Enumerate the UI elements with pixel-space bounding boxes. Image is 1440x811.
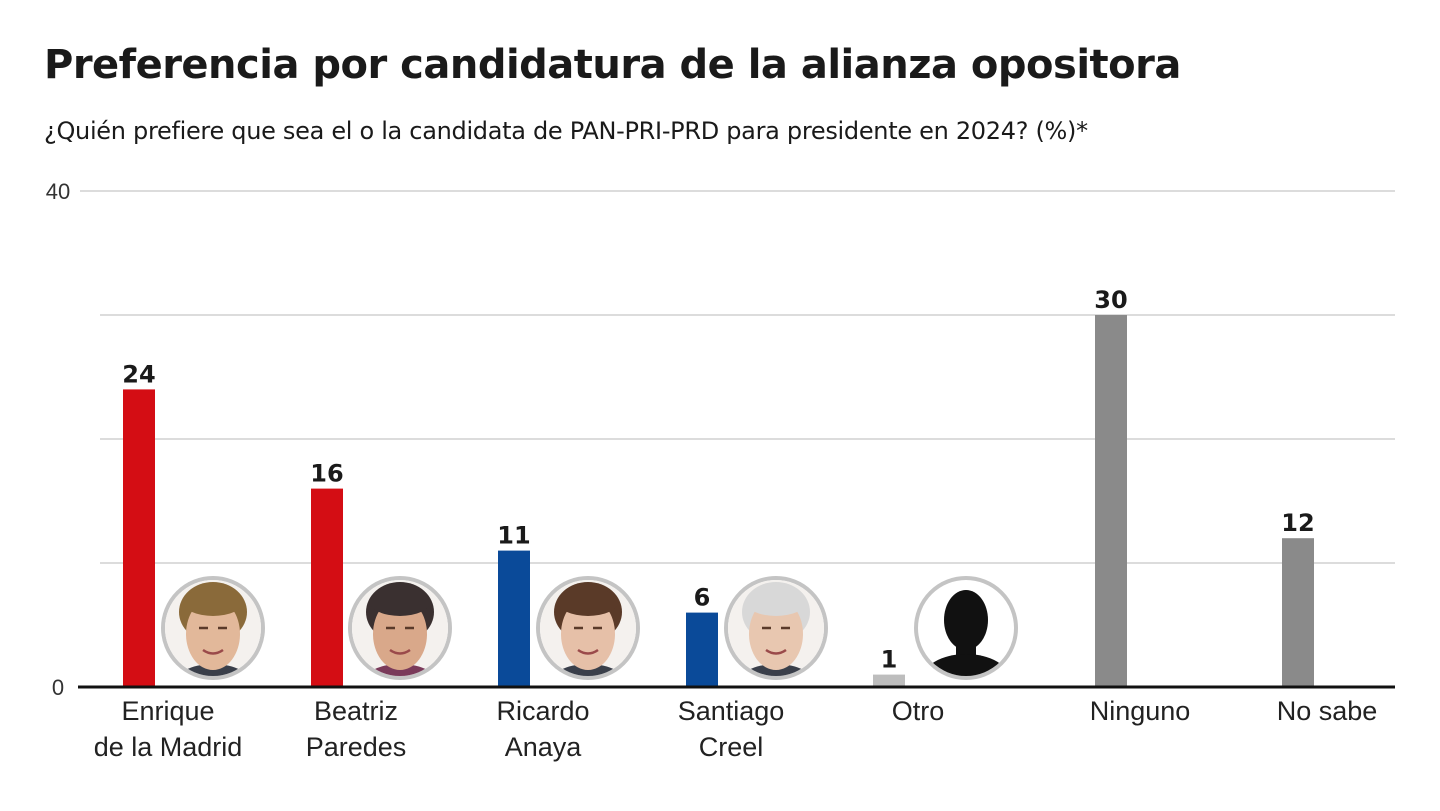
y-axis-ticks: 0 40 xyxy=(46,179,70,700)
gridlines xyxy=(80,190,1395,564)
category-label: Enrique xyxy=(121,696,214,726)
category-label: Santiago xyxy=(678,696,785,726)
value-label: 30 xyxy=(1094,286,1127,314)
category-label: Paredes xyxy=(306,732,407,762)
enrique-de-la-madrid-photo xyxy=(161,576,265,680)
bar xyxy=(498,550,530,687)
santiago-creel-photo xyxy=(724,576,828,680)
silhouette-icon xyxy=(914,576,1018,680)
value-label: 12 xyxy=(1281,509,1314,537)
bar xyxy=(1282,538,1314,687)
y-tick-label: 0 xyxy=(52,675,64,700)
bar xyxy=(1095,315,1127,687)
category-label: Creel xyxy=(699,732,764,762)
value-label: 1 xyxy=(881,646,898,674)
category-labels: Enrique de la Madrid Beatriz Paredes Ricardo… xyxy=(94,696,1378,762)
y-tick-label: 40 xyxy=(46,179,70,204)
category-label: Ricardo xyxy=(496,696,589,726)
value-labels: 24 16 11 6 1 30 12 xyxy=(122,286,1314,674)
category-label: de la Madrid xyxy=(94,732,243,762)
portraits xyxy=(161,576,1018,680)
category-label: Beatriz xyxy=(314,696,398,726)
value-label: 16 xyxy=(310,460,343,488)
chart-title: Preferencia por candidatura de la alianz… xyxy=(44,42,1181,88)
ricardo-anaya-photo xyxy=(536,576,640,680)
bars xyxy=(123,315,1314,687)
bar xyxy=(123,389,155,687)
category-label: Ninguno xyxy=(1090,696,1191,726)
value-label: 24 xyxy=(122,360,155,388)
value-label: 11 xyxy=(497,522,530,550)
chart-subtitle: ¿Quién prefiere que sea el o la candidat… xyxy=(44,117,1088,145)
bar xyxy=(686,612,718,687)
value-label: 6 xyxy=(694,584,711,612)
bar xyxy=(873,674,905,687)
category-label: Anaya xyxy=(505,732,583,762)
beatriz-paredes-photo xyxy=(348,576,452,680)
category-label: Otro xyxy=(892,696,945,726)
category-label: No sabe xyxy=(1277,696,1378,726)
bar xyxy=(311,488,343,687)
